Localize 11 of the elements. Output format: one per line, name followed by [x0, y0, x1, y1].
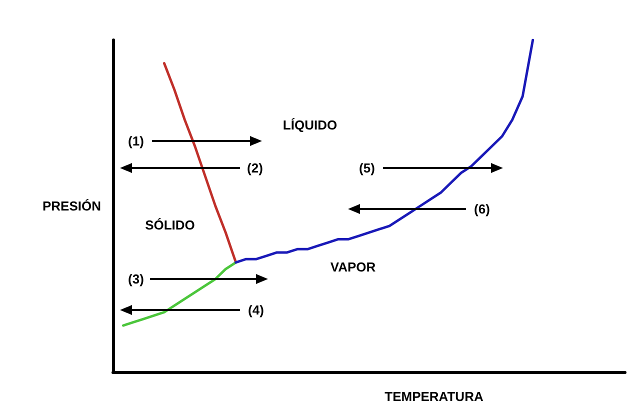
annotation: LÍQUIDO: [282, 118, 338, 132]
annotation: SÓLIDO: [145, 218, 195, 232]
y-axis-title: PRESIÓN: [42, 198, 101, 214]
annotation: (4): [248, 302, 264, 318]
annotation: (3): [128, 272, 144, 286]
annotation: VAPOR: [330, 260, 376, 274]
annotation: (5): [359, 160, 375, 176]
x-axis-title: TEMPERATURA: [384, 389, 484, 404]
annotation: (6): [474, 202, 490, 216]
annotation: (1): [128, 134, 144, 148]
annotation: (2): [247, 160, 263, 176]
